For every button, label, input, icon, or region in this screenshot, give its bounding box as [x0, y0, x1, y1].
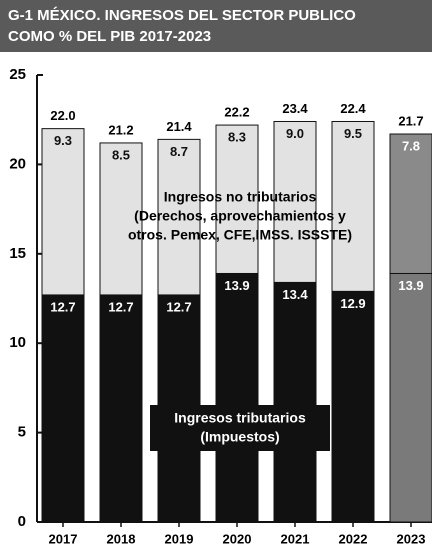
- bar-segment: [41, 294, 85, 523]
- total-label: 23.4: [282, 101, 308, 116]
- annotation: Ingresos no tributarios: [164, 189, 317, 205]
- total-label: 21.2: [108, 122, 133, 137]
- annotation: (Impuestos): [200, 429, 279, 445]
- bar-segment: [215, 124, 259, 274]
- chart-title: G-1 MÉXICO. INGRESOS DEL SECTOR PUBLICO: [8, 7, 356, 24]
- total-label: 22.4: [340, 101, 366, 116]
- bar-segment: [273, 281, 317, 523]
- value-label: 12.9: [340, 296, 365, 311]
- y-tick-label: 20: [9, 155, 26, 172]
- y-tick-label: 15: [9, 245, 26, 262]
- total-label: 21.4: [166, 119, 192, 134]
- bar-segment: [99, 294, 143, 523]
- bar-segment: [331, 290, 375, 523]
- value-label: 12.7: [166, 299, 191, 314]
- x-tick-label: 2021: [281, 531, 310, 546]
- value-label: 9.0: [286, 126, 304, 141]
- annotation: (Derechos, aprovechamientos y: [134, 208, 346, 224]
- value-label: 8.7: [170, 144, 188, 159]
- value-label: 7.8: [402, 138, 420, 153]
- value-label: 12.7: [108, 299, 133, 314]
- bar-segment: [215, 272, 259, 523]
- x-tick-label: 2023: [397, 531, 426, 546]
- x-tick-label: 2020: [223, 531, 252, 546]
- value-label: 9.3: [54, 133, 72, 148]
- bar-segment: [389, 272, 432, 523]
- bar-segment: [389, 133, 432, 274]
- annotation-bg: [150, 405, 330, 451]
- bar-segment: [41, 128, 85, 296]
- value-label: 8.3: [228, 130, 246, 145]
- x-tick-label: 2022: [339, 531, 368, 546]
- total-label: 21.7: [398, 113, 423, 128]
- y-tick-label: 25: [9, 66, 26, 83]
- bar-segment: [273, 120, 317, 283]
- y-tick-label: 10: [9, 334, 26, 351]
- value-label: 13.9: [398, 278, 423, 293]
- total-label: 22.2: [224, 105, 249, 120]
- value-label: 12.7: [50, 299, 75, 314]
- bar-segment: [331, 120, 375, 292]
- annotation: otros. Pemex, CFE,IMSS. ISSSTE): [128, 227, 352, 243]
- y-tick-label: 5: [18, 424, 26, 441]
- y-tick-label: 0: [18, 513, 26, 530]
- annotation: Ingresos tributarios: [174, 410, 306, 426]
- x-tick-label: 2019: [165, 531, 194, 546]
- title-band: [0, 0, 432, 52]
- total-label: 22.0: [50, 108, 75, 123]
- x-tick-label: 2018: [107, 531, 136, 546]
- x-tick-label: 2017: [49, 531, 78, 546]
- value-label: 8.5: [112, 147, 130, 162]
- value-label: 9.5: [344, 126, 362, 141]
- bar-segment: [99, 142, 143, 296]
- bar-segment: [157, 138, 201, 296]
- value-label: 13.9: [224, 278, 249, 293]
- chart-title: COMO % DEL PIB 2017-2023: [8, 28, 211, 45]
- value-label: 13.4: [282, 287, 308, 302]
